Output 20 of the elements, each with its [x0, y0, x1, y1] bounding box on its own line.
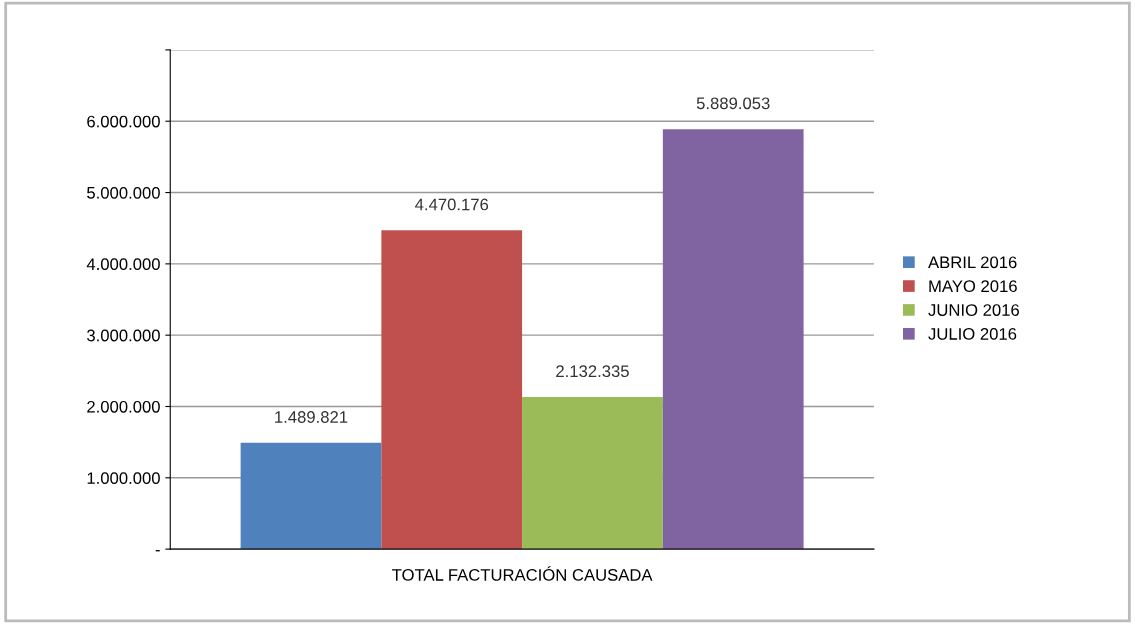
y-tick-label: 6.000.000	[87, 115, 160, 128]
data-label: 4.470.176	[415, 198, 489, 211]
y-tick-label: 1.000.000	[87, 472, 160, 485]
y-tick-label: 5.000.000	[87, 186, 160, 199]
data-label: 1.489.821	[275, 411, 348, 423]
y-tick-label: 3.000.000	[87, 329, 160, 342]
data-label: 2.132.335	[556, 365, 629, 378]
y-tick-label: -	[155, 550, 160, 552]
legend-label: ABRIL 2016	[928, 256, 1017, 269]
legend-label: JUNIO 2016	[928, 304, 1019, 316]
y-tick-label: 2.000.000	[87, 400, 160, 413]
legend-label: MAYO 2016	[929, 280, 1017, 293]
data-label: 5.889.053	[696, 97, 770, 110]
bar	[662, 129, 804, 550]
bar	[522, 397, 663, 550]
bar	[240, 442, 382, 550]
x-tick-label: TOTAL FACTURACIÓN CAUSADA	[392, 566, 653, 581]
y-tick-label: 4.000.000	[86, 258, 160, 271]
legend-label: JULIO 2016	[928, 328, 1017, 340]
bar	[381, 230, 523, 550]
